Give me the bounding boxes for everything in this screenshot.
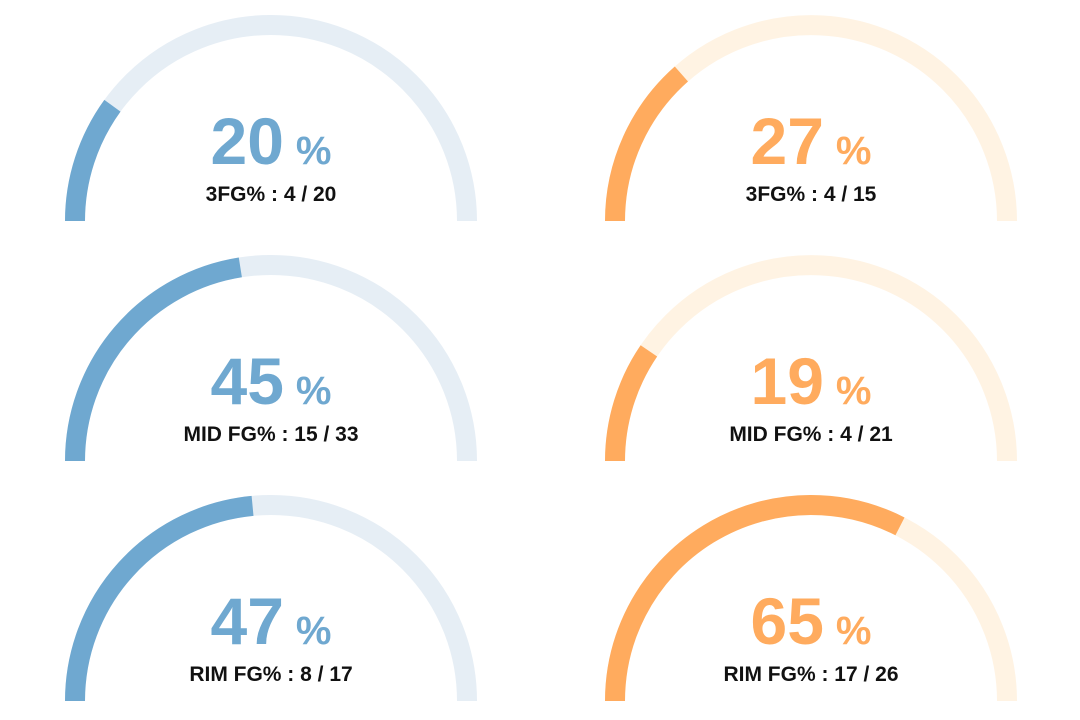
gauge-percent-value: 47	[211, 584, 284, 658]
gauge-percent-value: 19	[751, 344, 824, 418]
gauge-value-arc	[65, 257, 242, 462]
gauge-percent-sign: %	[836, 369, 872, 413]
gauge-label: 3FG% : 4 / 15	[746, 183, 877, 206]
gauge-label: MID FG% : 4 / 21	[729, 423, 893, 446]
gauge-label: RIM FG% : 8 / 17	[189, 663, 352, 686]
gauge-label: RIM FG% : 17 / 26	[723, 663, 898, 686]
gauge-value-arc	[605, 495, 905, 702]
gauge-label: 3FG% : 4 / 20	[206, 183, 337, 206]
gauge-percent-value: 20	[211, 104, 284, 178]
gauge-percent: 47%	[211, 584, 332, 658]
gauge-label: MID FG% : 15 / 33	[183, 423, 358, 446]
gauge-value-arc	[65, 99, 121, 222]
gauge-percent-sign: %	[296, 369, 332, 413]
gauge-percent-value: 27	[751, 104, 824, 178]
gauge-percent-value: 65	[751, 584, 824, 658]
gauge-percent-value: 45	[211, 344, 284, 418]
gauge-2: 27 % 3FG% : 4 / 15	[605, 15, 1017, 222]
gauge-4: 19 % MID FG% : 4 / 21	[605, 255, 1017, 462]
gauge-3: 45 % MID FG% : 15 / 33	[65, 255, 477, 462]
gauge-percent-sign: %	[836, 129, 872, 173]
gauge-value-arc	[605, 345, 658, 462]
gauge-value-arc	[65, 495, 254, 702]
gauge-percent: 19%	[751, 344, 872, 418]
gauge-percent: 27%	[751, 104, 872, 178]
gauge-percent-sign: %	[296, 609, 332, 653]
gauge-percent-sign: %	[836, 609, 872, 653]
gauge-percent: 20%	[211, 104, 332, 178]
gauge-5: 47 % RIM FG% : 8 / 17	[65, 495, 477, 702]
gauge-percent-sign: %	[296, 129, 332, 173]
gauge-1: 20 % 3FG% : 4 / 20	[65, 15, 477, 222]
gauge-6: 65 % RIM FG% : 17 / 26	[605, 495, 1017, 702]
gauge-percent: 45%	[211, 344, 332, 418]
gauge-percent: 65%	[751, 584, 872, 658]
gauge-value-arc	[605, 66, 689, 222]
